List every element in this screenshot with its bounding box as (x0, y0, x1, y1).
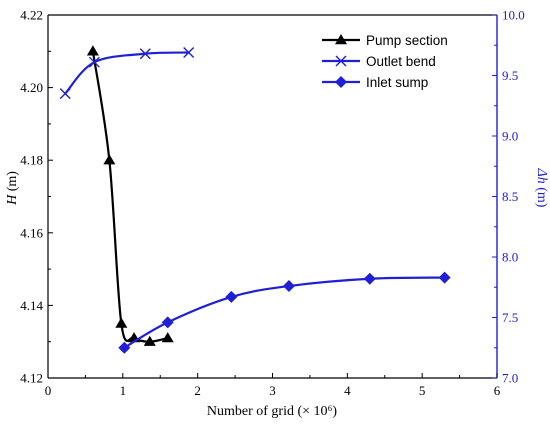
legend-label-outlet-bend: Outlet bend (366, 54, 436, 69)
data-point-pump-section (115, 317, 128, 328)
y-left-tick-label: 4.22 (20, 8, 43, 23)
x-marker-stroke (59, 88, 71, 100)
y-right-tick-label: 8.0 (502, 250, 518, 265)
data-point-pump-section (86, 45, 99, 56)
x-tick-label: 3 (269, 383, 276, 398)
data-point-inlet-sump (363, 272, 376, 285)
series-outlet-bend (59, 47, 195, 100)
legend-marker-pump-section (335, 34, 347, 45)
y-left-tick-label: 4.12 (20, 371, 43, 386)
x-tick-label: 6 (494, 383, 501, 398)
data-point-outlet-bend (183, 47, 195, 59)
y-right-tick-label: 8.5 (502, 189, 518, 204)
y-right-title-var: Δh (534, 168, 549, 184)
x-tick-label: 4 (344, 383, 351, 398)
y-left-tick-label: 4.20 (20, 80, 43, 95)
legend-label-inlet-sump: Inlet sump (366, 75, 428, 90)
x-marker-stroke (183, 47, 195, 59)
x-marker-stroke (139, 48, 151, 60)
data-point-inlet-sump (161, 316, 174, 329)
legend-label-pump-section: Pump section (366, 33, 448, 48)
data-point-inlet-sump (438, 271, 451, 284)
y-left-title-unit: (m) (5, 171, 20, 195)
data-point-outlet-bend (88, 56, 100, 68)
data-point-outlet-bend (59, 88, 71, 100)
y-right-tick-label: 7.0 (502, 371, 518, 386)
series-line-outlet-bend (64, 51, 189, 95)
data-point-pump-section (161, 332, 174, 343)
legend-marker-inlet-sump (335, 76, 347, 88)
legend: Pump section Outlet bend Inlet sump (322, 33, 448, 90)
data-point-inlet-sump (225, 290, 238, 303)
y-right-title-unit: (m) (534, 184, 549, 208)
data-point-inlet-sump (118, 341, 131, 354)
x-marker-stroke (335, 55, 347, 67)
y-right-tick-label: 10.0 (502, 8, 525, 23)
data-point-pump-section (143, 335, 156, 346)
x-tick-label: 0 (45, 383, 52, 398)
data-point-outlet-bend (139, 48, 151, 60)
x-tick-label: 5 (419, 383, 426, 398)
data-point-inlet-sump (282, 280, 295, 293)
series-line-inlet-sump (123, 276, 445, 349)
data-point-pump-section (103, 154, 116, 165)
x-axis-title: Number of grid (× 10⁶) (207, 404, 338, 419)
y-left-tick-label: 4.14 (20, 298, 43, 313)
legend-marker-outlet-bend (335, 55, 347, 67)
x-tick-label: 2 (194, 383, 201, 398)
y-left-tick-label: 4.16 (20, 225, 43, 240)
y-left-tick-label: 4.18 (20, 153, 43, 168)
y-right-tick-label: 7.5 (502, 310, 518, 325)
y-right-tick-label: 9.5 (502, 68, 518, 83)
series-inlet-sump (118, 271, 451, 354)
y-axis-title-right: Δh (m) (534, 168, 549, 208)
x-tick-label: 1 (120, 383, 127, 398)
series-line-pump-section (91, 51, 168, 343)
series-pump-section (86, 45, 174, 346)
y-axis-title-left: H (m) (5, 171, 20, 206)
y-left-title-var: H (5, 194, 20, 206)
x-marker-stroke (88, 56, 100, 68)
y-right-tick-label: 9.0 (502, 129, 518, 144)
